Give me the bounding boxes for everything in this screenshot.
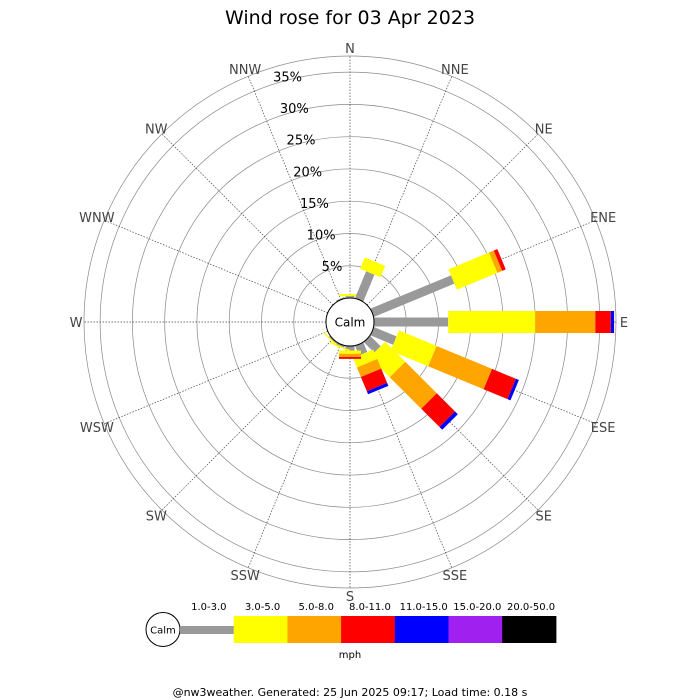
legend-swatch: [180, 626, 235, 634]
petal-segment: [370, 275, 455, 317]
petal-segment: [595, 311, 611, 333]
ring-label: 5%: [322, 260, 343, 275]
direction-label: NW: [145, 122, 168, 137]
legend-bin-label: 3.0-5.0: [245, 602, 280, 613]
petal-segment: [439, 411, 458, 430]
ring-label: 35%: [273, 71, 302, 86]
spoke-line: [161, 338, 334, 511]
legend-bin-label: 5.0-8.0: [299, 602, 334, 613]
direction-label: WNW: [79, 211, 115, 226]
petal-segment: [339, 294, 361, 297]
direction-label: S: [346, 590, 354, 605]
direction-label: ENE: [590, 211, 616, 226]
spoke-line: [104, 330, 328, 425]
direction-label: SSW: [230, 569, 260, 584]
petal-segment: [355, 271, 375, 302]
legend-bin-label: 15.0-20.0: [453, 602, 501, 613]
ring-label: 20%: [293, 165, 322, 180]
direction-label: N: [345, 42, 355, 57]
direction-label: WSW: [80, 421, 114, 436]
petal-segment: [507, 378, 519, 401]
petal-segment: [352, 349, 378, 368]
ring-label: 25%: [287, 134, 316, 149]
petal-segment: [339, 353, 361, 357]
legend-swatch: [394, 616, 449, 643]
petal-segment: [448, 252, 498, 290]
petal-segment: [421, 393, 456, 428]
legend-swatch: [233, 616, 288, 643]
petal-segment: [370, 327, 397, 345]
speed-legend: Calm mph 1.0-3.0 3.0-5.0 5.0-8.0 8.0-11.0 11…: [145, 602, 557, 661]
outer-ring: [83, 55, 617, 589]
legend-swatch: [448, 616, 503, 643]
chart-title: Wind rose for 03 Apr 2023: [225, 7, 475, 29]
petal-segment: [345, 296, 355, 298]
footer-text: @nw3weather. Generated: 25 Jun 2025 09:1…: [173, 686, 528, 699]
spoke-line: [247, 76, 342, 300]
legend-bin-label: 8.0-11.0: [349, 602, 391, 613]
petal-segment: [390, 330, 437, 367]
petal-segment: [488, 250, 503, 273]
petal-segment: [363, 335, 381, 353]
legend-calm-label: Calm: [150, 626, 176, 637]
petal-segment: [328, 335, 337, 344]
petal-segment: [483, 368, 516, 400]
ring-label: 30%: [280, 102, 309, 117]
petal-segment: [360, 368, 388, 392]
petal-segment: [323, 332, 340, 349]
petal-segment: [339, 356, 361, 359]
direction-label: E: [620, 316, 628, 331]
petal-segment: [535, 311, 596, 333]
legend-swatch: [341, 616, 396, 643]
legend-bin-label: 20.0-50.0: [507, 602, 555, 613]
legend-unit-label: mph: [339, 650, 361, 661]
direction-label: SE: [536, 510, 552, 525]
petal-segment: [389, 361, 437, 409]
petal-segment: [428, 345, 493, 390]
spoke-line: [366, 133, 539, 306]
spoke-line: [247, 344, 342, 568]
calm-label: Calm: [335, 316, 366, 330]
direction-label: SSE: [442, 569, 467, 584]
legend-bin-label: 1.0-3.0: [191, 602, 226, 613]
calm-center: Calm: [325, 297, 375, 347]
petal-segment: [610, 311, 615, 333]
petal-segment: [356, 359, 382, 378]
wind-petals: [323, 249, 615, 430]
direction-label: ESE: [591, 421, 616, 436]
petal-segment: [448, 311, 536, 333]
calm-circle: [325, 297, 375, 347]
direction-label: SW: [146, 510, 167, 525]
direction-label: NNW: [229, 63, 261, 78]
spoke-line: [161, 133, 334, 306]
ring-label: 10%: [307, 228, 336, 243]
axis-labels: N NNE NE ENE E ESE SE SSE S SSW SW WSW W WNW NW NNW 5% 10…: [70, 42, 629, 605]
petal-segment: [366, 382, 389, 395]
petal-segment: [493, 249, 506, 271]
direction-label: NNE: [441, 63, 469, 78]
legend-swatch: [287, 616, 342, 643]
petal-segment: [335, 342, 345, 348]
direction-label: W: [70, 316, 83, 331]
direction-label: NE: [535, 122, 553, 137]
petal-segment: [369, 341, 406, 378]
petal-segment: [360, 257, 386, 278]
spoke-line: [104, 219, 328, 314]
petal-segment: [339, 350, 361, 354]
ring-label: 15%: [300, 197, 329, 212]
petal-segment: [336, 296, 345, 302]
petal-segment: [374, 317, 449, 327]
legend-bin-label: 11.0-15.0: [400, 602, 448, 613]
legend-swatch: [502, 616, 557, 643]
